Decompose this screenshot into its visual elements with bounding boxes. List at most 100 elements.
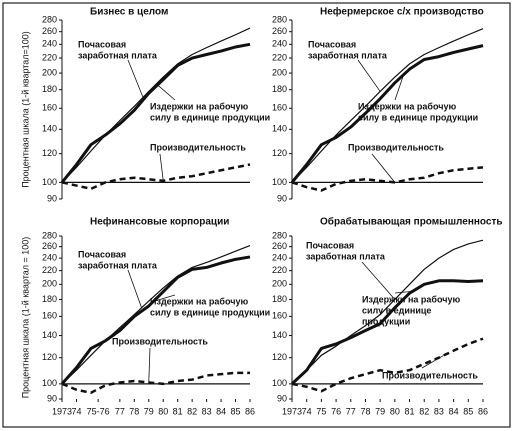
y-tick-label: 100	[272, 378, 287, 388]
y-tick-label: 100	[42, 378, 57, 388]
annotation-arrow	[127, 269, 142, 308]
x-tick-label: 84	[216, 406, 226, 416]
x-tick-label: 86	[478, 406, 488, 416]
x-tick-label: 78	[360, 406, 370, 416]
y-tick-label: 140	[42, 124, 57, 134]
series-annotation: Издержки на рабочую	[362, 294, 460, 304]
x-tick-label: 80	[390, 406, 400, 416]
x-tick-label: 74	[71, 406, 81, 416]
x-tick-label: 1973	[282, 406, 302, 416]
y-tick-label: 240	[42, 253, 57, 263]
x-tick-label: 77	[115, 406, 125, 416]
x-tick-label: 78	[129, 406, 139, 416]
series-annotation: силу в единице продукции	[150, 307, 270, 317]
series-annotation: заработная плата	[306, 251, 386, 261]
series-annotation: заработная плата	[308, 50, 388, 60]
series-annotation: Издержки на рабочую	[358, 101, 456, 111]
series-annotation: силу в единице	[362, 305, 431, 315]
panel-title: Нефинансовые корпорации	[90, 216, 229, 228]
series-annotation: Почасовая	[306, 240, 354, 250]
x-tick-label: 74	[302, 406, 312, 416]
series-annotation: Почасовая	[308, 39, 356, 49]
y-tick-label: 160	[272, 311, 287, 321]
y-tick-label: 90	[277, 393, 287, 403]
y-tick-label: 140	[42, 330, 57, 340]
y-tick-label: 90	[47, 193, 57, 203]
series-annotation: силу в единице продукции	[150, 112, 270, 122]
series-annotation: Почасовая	[78, 249, 126, 259]
series-annotation: Издержки на рабочую	[150, 296, 248, 306]
x-tick-label: 79	[144, 406, 154, 416]
series-line	[290, 44, 484, 184]
y-tick-label: 220	[42, 265, 57, 275]
y-tick-label: 140	[272, 330, 287, 340]
y-tick-label: 280	[272, 230, 287, 240]
x-tick-label: 85	[231, 406, 241, 416]
series-annotation: заработная плата	[78, 50, 158, 60]
y-tick-label: 160	[272, 103, 287, 113]
annotation-arrow	[157, 84, 176, 101]
annotation-arrow	[127, 59, 144, 98]
series-annotation: Издержки на рабочую	[150, 101, 248, 111]
x-tick-label: 85	[463, 406, 473, 416]
x-tick-label: 75-76	[87, 406, 110, 416]
panel-title: Обрабатывающая промышленность	[320, 216, 503, 228]
y-tick-label: 260	[272, 26, 287, 36]
series-annotation: заработная плата	[78, 260, 158, 270]
panel-title: Нефермерское с/х производство	[320, 6, 484, 18]
y-tick-label: 180	[272, 84, 287, 94]
y-tick-label: 280	[272, 14, 287, 24]
frame	[2, 2, 511, 428]
y-tick-label: 90	[47, 393, 57, 403]
y-axis-label: Процентная шкала (1-й квартал=100)	[20, 31, 30, 188]
series-annotation: Производительность	[348, 142, 444, 152]
x-tick-label: 83	[434, 406, 444, 416]
series-line	[61, 371, 250, 395]
y-tick-label: 260	[42, 26, 57, 36]
series-annotation: Производительность	[150, 142, 246, 152]
x-tick-label: 79	[375, 406, 385, 416]
series-line	[290, 279, 484, 385]
annotation-arrow	[152, 294, 176, 302]
y-tick-label: 160	[42, 311, 57, 321]
series-annotation: продукции	[362, 316, 410, 326]
x-tick-label: 81	[405, 406, 415, 416]
series-line	[61, 163, 251, 191]
x-tick-label: 82	[187, 406, 197, 416]
x-tick-label: 75	[316, 406, 326, 416]
annotation-arrow	[361, 261, 396, 300]
annotation-arrow	[371, 153, 396, 183]
y-tick-label: 180	[42, 294, 57, 304]
y-tick-label: 180	[42, 84, 57, 94]
y-tick-label: 180	[272, 294, 287, 304]
y-tick-label: 220	[42, 52, 57, 62]
series-line	[291, 166, 484, 192]
x-tick-label: 83	[202, 406, 212, 416]
series-line	[61, 27, 251, 183]
panel-title: Бизнес в целом	[90, 7, 168, 18]
y-tick-label: 120	[272, 148, 287, 158]
y-tick-label: 200	[42, 67, 57, 77]
y-tick-label: 240	[272, 253, 287, 263]
y-tick-label: 260	[42, 241, 57, 251]
x-tick-label: 80	[158, 406, 168, 416]
annotation-arrow	[394, 74, 405, 101]
x-tick-label: 81	[173, 406, 183, 416]
annotation-arrow	[148, 347, 151, 383]
y-tick-label: 240	[42, 39, 57, 49]
y-tick-label: 200	[272, 279, 287, 289]
x-tick-label: 82	[419, 406, 429, 416]
x-tick-label: 84	[449, 406, 459, 416]
y-tick-label: 240	[272, 39, 287, 49]
y-tick-label: 90	[277, 193, 287, 203]
y-tick-label: 260	[272, 241, 287, 251]
series-line	[61, 244, 251, 385]
series-annotation: Почасовая	[78, 39, 126, 49]
x-tick-label: 1973	[52, 406, 72, 416]
series-annotation: силу в единице продукции	[358, 112, 478, 122]
series-line	[60, 255, 251, 385]
y-tick-label: 140	[272, 124, 287, 134]
y-tick-label: 280	[42, 230, 57, 240]
y-tick-label: 220	[272, 265, 287, 275]
